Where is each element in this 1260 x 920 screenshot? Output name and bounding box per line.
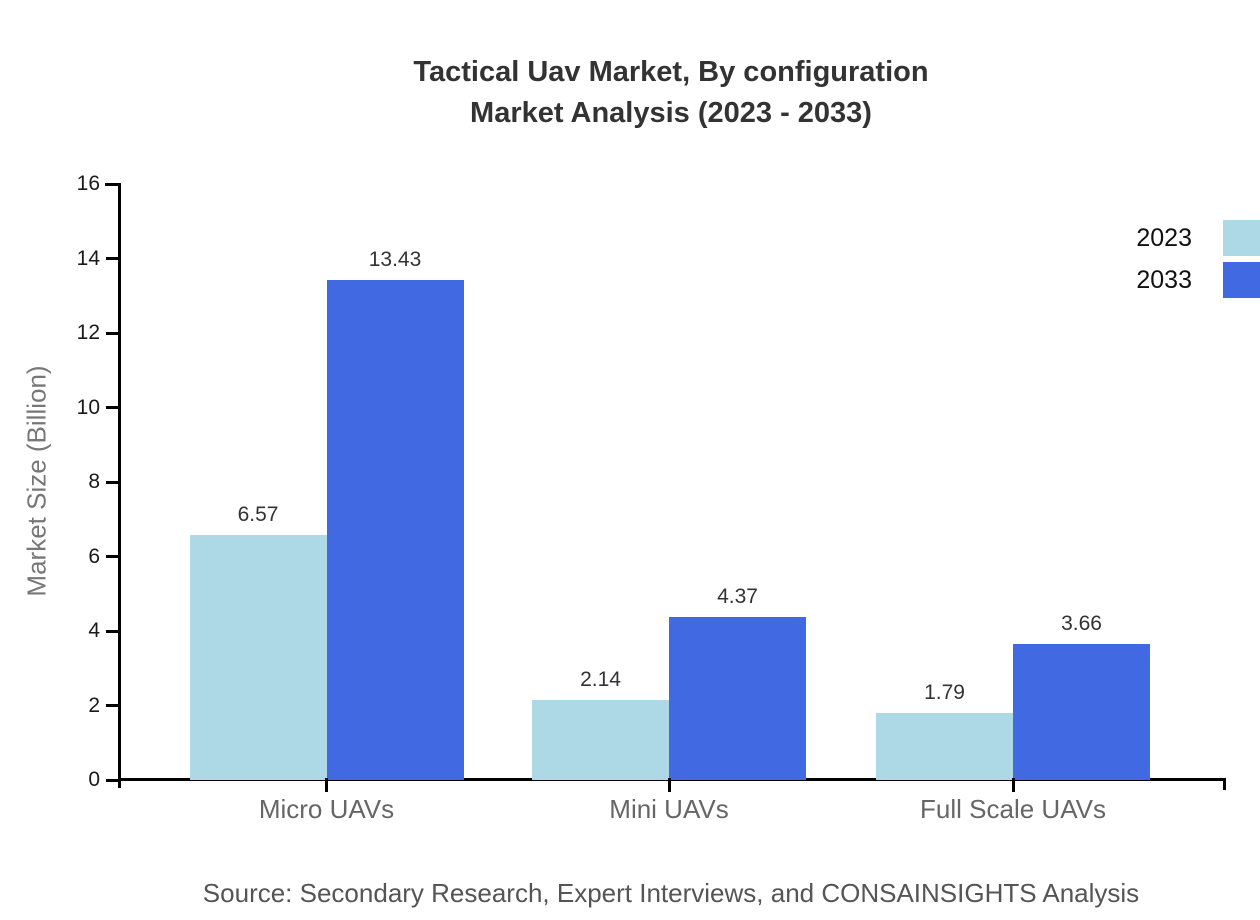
y-tick-label: 10 bbox=[76, 395, 100, 419]
x-category-label: Mini UAVs bbox=[609, 794, 729, 824]
x-tick bbox=[667, 778, 671, 792]
x-category-label: Full Scale UAVs bbox=[920, 794, 1106, 824]
bar-2033-micro-uavs bbox=[326, 279, 464, 780]
y-tick-label: 8 bbox=[88, 470, 100, 493]
x-tick bbox=[325, 778, 328, 792]
value-label: 4.37 bbox=[717, 585, 758, 609]
y-tick bbox=[106, 704, 119, 707]
y-tick bbox=[106, 480, 119, 484]
y-tick bbox=[106, 778, 119, 782]
bar-2033-mini-uavs bbox=[669, 617, 806, 780]
value-label: 3.66 bbox=[1061, 611, 1102, 635]
y-tick-label: 2 bbox=[88, 693, 100, 717]
bar-2023-mini-uavs bbox=[532, 700, 669, 780]
x-category-label: Micro UAVs bbox=[258, 794, 395, 824]
y-tick bbox=[106, 182, 119, 186]
bar-2023-micro-uavs bbox=[189, 535, 327, 780]
value-label: 2.14 bbox=[580, 668, 621, 692]
y-tick bbox=[106, 555, 119, 558]
value-label: 1.79 bbox=[924, 681, 965, 705]
legend-label: 2033 bbox=[1136, 266, 1192, 294]
source-note: Source: Secondary Research, Expert Inter… bbox=[202, 878, 1140, 908]
y-tick bbox=[106, 406, 119, 409]
legend-swatch-2033 bbox=[1223, 262, 1260, 298]
y-tick bbox=[106, 331, 119, 335]
y-tick-label: 16 bbox=[76, 172, 100, 195]
y-tick-label: 14 bbox=[76, 246, 100, 270]
chart-title-line1: Tactical Uav Market, By configuration bbox=[413, 56, 929, 88]
y-tick-label: 4 bbox=[88, 619, 100, 642]
value-label: 6.57 bbox=[237, 503, 279, 527]
x-tick bbox=[1011, 778, 1015, 792]
y-tick bbox=[106, 629, 119, 633]
y-axis-line bbox=[118, 183, 121, 788]
bar-2023-full-scale-uavs bbox=[876, 713, 1013, 780]
chart-title: Tactical Uav Market, By configuration Ma… bbox=[413, 52, 928, 134]
legend-swatch-2023 bbox=[1223, 220, 1260, 256]
value-label: 13.43 bbox=[368, 247, 422, 271]
chart-title-line2: Market Analysis (2023 - 2033) bbox=[470, 97, 872, 129]
y-tick-label: 12 bbox=[76, 321, 100, 344]
y-tick bbox=[106, 257, 119, 260]
bar-2033-full-scale-uavs bbox=[1013, 643, 1150, 780]
y-tick-label: 0 bbox=[88, 768, 100, 791]
x-axis-end-tick bbox=[1223, 778, 1226, 790]
y-tick-label: 6 bbox=[88, 544, 100, 568]
legend-label: 2023 bbox=[1136, 224, 1192, 252]
